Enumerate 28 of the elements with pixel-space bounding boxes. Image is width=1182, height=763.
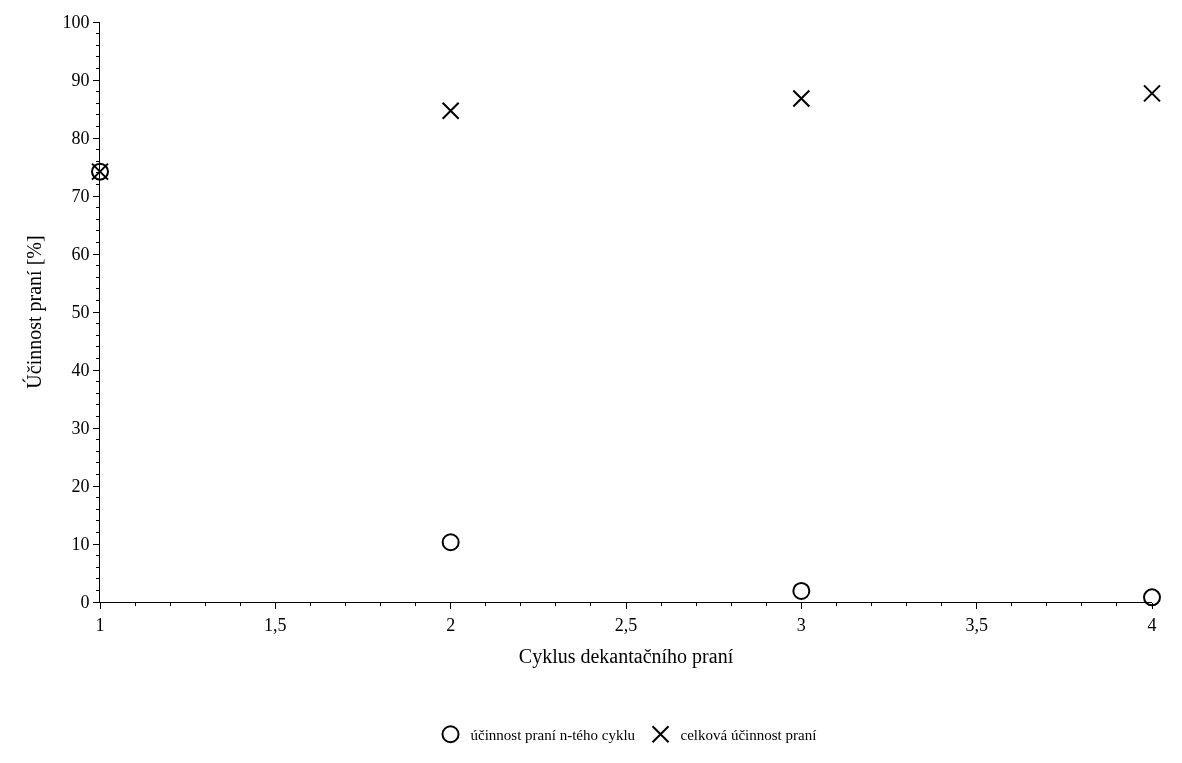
y-axis-title: Účinnost praní [%] [21, 235, 46, 389]
y-tick-label: 80 [71, 128, 90, 149]
y-tick-label: 50 [71, 302, 90, 323]
y-tick-label: 30 [71, 418, 90, 439]
point [1143, 84, 1161, 103]
x-tick-label: 2 [446, 614, 456, 635]
y-tick-label: 70 [71, 186, 90, 207]
point [441, 101, 460, 120]
y-tick-label: 10 [71, 534, 90, 555]
y-tick-label: 60 [71, 244, 90, 265]
point [792, 89, 811, 108]
y-tick-label: 40 [71, 360, 90, 381]
x-tick-label: 1,5 [264, 614, 287, 635]
x-tick-label: 4 [1147, 614, 1157, 635]
point [441, 533, 460, 552]
legend-label: účinnost praní n-tého cyklu [470, 727, 636, 744]
point [1143, 588, 1161, 607]
y-tick-label: 90 [71, 70, 90, 91]
y-tick-label: 100 [62, 12, 90, 33]
point [792, 581, 811, 600]
x-tick-label: 1 [95, 614, 105, 635]
x-axis-title: Cyklus dekantačního praní [518, 645, 734, 669]
x-tick-label: 2,5 [614, 614, 638, 635]
x-tick-label: 3 [796, 614, 806, 635]
y-tick-label: 20 [71, 476, 90, 497]
x-tick-label: 3,5 [965, 614, 988, 635]
y-tick-label: 0 [80, 592, 90, 613]
legend-label: celková účinnost praní [680, 727, 817, 744]
